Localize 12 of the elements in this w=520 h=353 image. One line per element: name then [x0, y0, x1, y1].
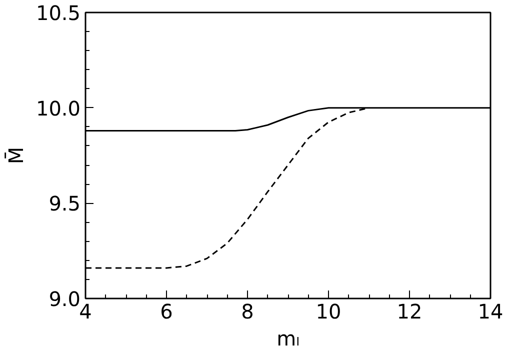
x-tick-label: 10: [316, 300, 342, 324]
y-tick-label: 9.0: [48, 287, 81, 311]
x-tick-label: 14: [478, 300, 504, 324]
x-tick-label: 8: [241, 300, 254, 324]
x-tick-label: 12: [396, 300, 422, 324]
y-tick-label: 9.5: [48, 192, 81, 216]
x-tick-label: 4: [79, 300, 92, 324]
x-tick-label: 6: [160, 300, 173, 324]
y-tick-label: 10.5: [36, 1, 80, 25]
y-tick-label: 10.0: [36, 96, 80, 120]
x-axis-title: mₗ: [276, 326, 300, 350]
y-axis-title: M̄: [4, 146, 28, 164]
